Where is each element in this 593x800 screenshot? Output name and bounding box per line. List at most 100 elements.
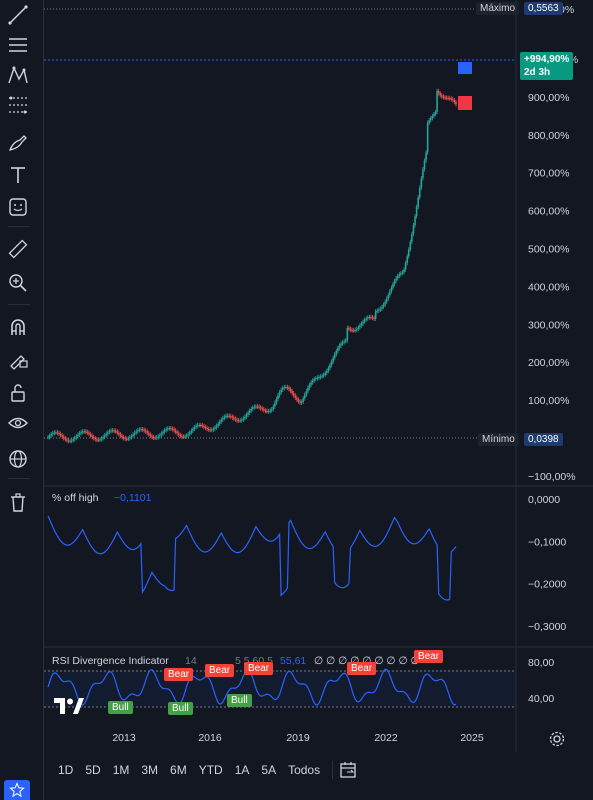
ruler-icon[interactable] <box>5 236 31 262</box>
candle-body <box>143 429 145 431</box>
zoom-in-icon[interactable] <box>5 270 31 296</box>
range-ytd[interactable]: YTD <box>198 763 223 777</box>
candle-body <box>346 327 349 341</box>
settings-icon[interactable] <box>549 731 565 752</box>
candle-body <box>144 430 147 432</box>
candle-body <box>310 382 312 385</box>
candle-body <box>319 376 322 378</box>
candle-body <box>206 428 208 430</box>
range-1d[interactable]: 1D <box>58 763 74 777</box>
rsi-axis-label: 80,00 <box>528 657 554 669</box>
text-icon[interactable] <box>5 162 31 188</box>
candle-body <box>166 428 169 430</box>
candle-body <box>193 427 196 429</box>
magnet-icon[interactable] <box>5 314 31 340</box>
candle-body <box>154 437 156 439</box>
bull-marker: Bull <box>168 702 193 715</box>
candle-body <box>91 435 93 437</box>
max-value: 0,5563 <box>524 2 563 15</box>
candle-body <box>425 152 427 161</box>
candle-body <box>148 433 150 435</box>
candle-body <box>387 295 390 299</box>
horizontal-lines-icon[interactable] <box>5 32 31 58</box>
candle-body <box>125 438 128 440</box>
candle-body <box>177 433 180 435</box>
candle-body <box>291 391 293 394</box>
candle-body <box>389 291 391 296</box>
candle-body <box>269 410 271 412</box>
candle-body <box>187 434 190 436</box>
chart-canvas[interactable]: 1.000,00%900,00%800,00%700,00%600,00%500… <box>44 0 593 752</box>
candle-body <box>110 430 112 432</box>
candle-body <box>181 435 183 437</box>
candle-body <box>247 412 249 415</box>
bear-marker: Bear <box>164 668 194 681</box>
candle-body <box>250 408 253 411</box>
range-5a[interactable]: 5A <box>261 763 277 777</box>
candle-body <box>47 437 49 439</box>
candle-body <box>448 98 451 100</box>
candle-body <box>384 301 386 305</box>
candle-body <box>349 329 352 331</box>
fib-icon[interactable] <box>5 92 31 118</box>
range-1m[interactable]: 1M <box>112 763 130 777</box>
candle-body <box>278 392 281 396</box>
range-3m[interactable]: 3M <box>141 763 159 777</box>
candle-body <box>285 387 287 389</box>
current-change-badge: +994,90% 2d 3h <box>520 52 574 80</box>
chart-area[interactable]: 1.000,00%900,00%800,00%700,00%600,00%500… <box>44 0 593 752</box>
sticker-icon[interactable] <box>5 194 31 220</box>
candle-body <box>251 407 254 409</box>
rsi-value: 55,61 <box>280 655 307 667</box>
brush-icon[interactable] <box>5 130 31 156</box>
candle-body <box>423 160 426 170</box>
candle-body <box>368 317 371 319</box>
candle-body <box>447 97 449 99</box>
pattern-icon[interactable] <box>5 62 31 88</box>
candle-body <box>333 354 336 358</box>
favorites-star-icon[interactable] <box>4 780 30 800</box>
eye-icon[interactable] <box>5 410 31 436</box>
candle-body <box>218 421 221 424</box>
lock-drawing-icon[interactable] <box>5 346 31 372</box>
candle-body <box>62 436 65 439</box>
candle-body <box>305 391 308 395</box>
date-range-icon[interactable] <box>339 761 359 779</box>
candle-body <box>442 96 445 98</box>
candle-body <box>366 317 369 319</box>
range-all[interactable]: Todos <box>288 763 321 777</box>
range-5d[interactable]: 5D <box>85 763 101 777</box>
price-axis-label: 400,00% <box>528 281 569 293</box>
candle-body <box>433 114 435 117</box>
candle-body <box>81 431 84 433</box>
unlock-icon[interactable] <box>5 380 31 406</box>
trend-line-icon[interactable] <box>5 2 31 28</box>
candle-body <box>78 433 81 435</box>
candle-body <box>215 425 218 428</box>
candle-body <box>182 436 185 438</box>
candle-body <box>48 435 51 438</box>
range-1a[interactable]: 1A <box>234 763 250 777</box>
time-axis-label: 2022 <box>374 732 398 744</box>
bear-marker: Bear <box>205 664 235 677</box>
candle-body <box>266 411 268 413</box>
candle-body <box>173 429 175 431</box>
candle-body <box>381 306 383 309</box>
candle-body <box>263 409 265 411</box>
candle-body <box>86 431 89 433</box>
candle-body <box>61 435 63 437</box>
candle-body <box>445 97 448 99</box>
trash-icon[interactable] <box>5 490 31 516</box>
candle-body <box>121 435 123 438</box>
off-high-line <box>47 515 457 601</box>
candle-body <box>403 269 405 273</box>
candle-body <box>441 95 443 97</box>
candle-body <box>371 317 374 319</box>
globe-icon[interactable] <box>5 446 31 472</box>
candle-body <box>426 122 429 153</box>
candle-body <box>267 411 270 413</box>
candle-body <box>195 425 197 428</box>
range-6m[interactable]: 6M <box>170 763 187 777</box>
bull-marker: Bull <box>108 701 133 714</box>
price-axis-label: 200,00% <box>528 357 569 369</box>
